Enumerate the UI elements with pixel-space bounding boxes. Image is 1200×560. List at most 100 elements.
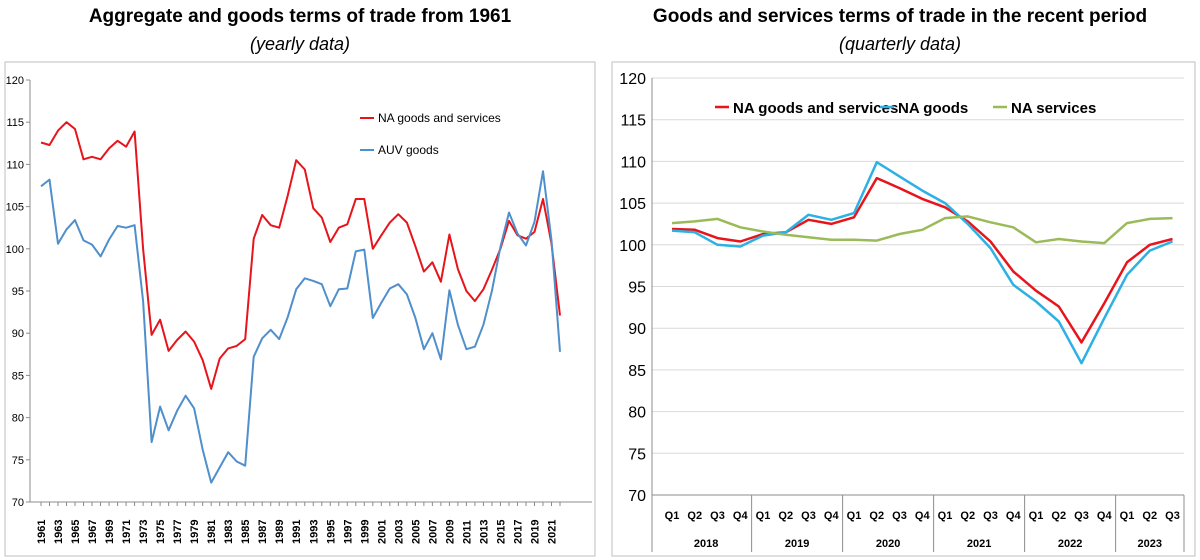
series-line bbox=[671, 215, 1173, 245]
x-tick-label: Q2 bbox=[687, 510, 702, 522]
x-tick-label: Q3 bbox=[892, 510, 907, 522]
x-tick-label: Q1 bbox=[847, 510, 862, 522]
x-tick-label: Q1 bbox=[1120, 510, 1135, 522]
x-tick-label: 2005 bbox=[410, 520, 422, 544]
y-tick-label: 110 bbox=[620, 154, 646, 171]
legend-label: NA goods bbox=[898, 100, 968, 117]
x-tick-label: Q1 bbox=[1029, 510, 1044, 522]
y-tick-label: 105 bbox=[619, 196, 646, 213]
y-tick-label: 85 bbox=[12, 370, 24, 382]
right-line-chart: 70 75 80 85 90 95 100 105 110 115 120 Q1 Q2 Q3 Q4 Q1 Q2 Q… bbox=[611, 61, 1196, 557]
x-tick-label: Q1 bbox=[665, 510, 680, 522]
x-tick-label: Q2 bbox=[1051, 510, 1066, 522]
legend-label: NA goods and services bbox=[733, 100, 898, 117]
x-tick-label: Q3 bbox=[1165, 510, 1180, 522]
y-tick-label: 75 bbox=[12, 455, 24, 467]
x-tick-label: 1997 bbox=[342, 520, 354, 544]
legend-label: NA goods and services bbox=[378, 111, 501, 125]
year-label: 2020 bbox=[876, 538, 900, 550]
x-tick-label: 1967 bbox=[87, 520, 99, 544]
series-line bbox=[671, 160, 1173, 365]
y-tick-label: 120 bbox=[619, 71, 646, 88]
x-tick-label: 1977 bbox=[172, 520, 184, 544]
x-tick-label: Q3 bbox=[983, 510, 998, 522]
x-tick-label: 1999 bbox=[359, 520, 371, 544]
x-tick-label: 2019 bbox=[529, 520, 541, 544]
right-chart-subtitle: (quarterly data) bbox=[838, 34, 962, 54]
x-tick-label: 2015 bbox=[495, 520, 507, 544]
y-tick-label: 80 bbox=[12, 413, 24, 425]
y-tick-label: 90 bbox=[628, 321, 646, 338]
x-tick-label: 1987 bbox=[257, 520, 269, 544]
x-tick-label: Q1 bbox=[938, 510, 953, 522]
x-tick-label: Q2 bbox=[1142, 510, 1157, 522]
x-tick-label: 1993 bbox=[308, 520, 320, 544]
x-tick-label: 1965 bbox=[70, 520, 82, 544]
x-tick-label: 1963 bbox=[53, 520, 65, 544]
x-tick-label: 2011 bbox=[461, 520, 473, 544]
y-tick-label: 85 bbox=[628, 363, 646, 380]
x-tick-label: 1971 bbox=[121, 520, 133, 544]
year-label: 2023 bbox=[1138, 538, 1162, 550]
x-tick-label: 1983 bbox=[223, 520, 235, 544]
x-tick-label: Q3 bbox=[710, 510, 725, 522]
x-tick-label: Q4 bbox=[1097, 510, 1113, 522]
y-tick-label: 80 bbox=[628, 405, 646, 422]
x-tick-label: Q2 bbox=[960, 510, 975, 522]
x-tick-label: 2001 bbox=[376, 520, 388, 544]
legend-label: NA services bbox=[1011, 100, 1096, 117]
x-tick-label: 1985 bbox=[240, 520, 252, 544]
year-label: 2019 bbox=[785, 538, 809, 550]
left-line-chart: 70 75 80 85 90 95 100 105 110 115 120 1961 1963 1965 1… bbox=[4, 61, 596, 557]
y-tick-label: 105 bbox=[6, 202, 24, 214]
y-tick-label: 100 bbox=[6, 244, 24, 256]
x-tick-label: 1961 bbox=[36, 520, 48, 544]
y-tick-label: 110 bbox=[6, 159, 24, 171]
x-tick-label: Q4 bbox=[1006, 510, 1022, 522]
series-line bbox=[40, 170, 561, 484]
legend-label: AUV goods bbox=[378, 143, 439, 157]
y-tick-label: 75 bbox=[628, 446, 646, 463]
x-tick-label: Q2 bbox=[869, 510, 884, 522]
y-tick-label: 95 bbox=[12, 286, 24, 298]
plot-frame bbox=[611, 61, 1196, 557]
y-tick-label: 70 bbox=[628, 488, 646, 505]
plot-frame bbox=[4, 61, 596, 557]
x-tick-label: 1981 bbox=[206, 520, 218, 544]
year-label: 2021 bbox=[967, 538, 991, 550]
left-chart-title: Aggregate and goods terms of trade from … bbox=[88, 6, 512, 27]
year-label: 2022 bbox=[1058, 538, 1082, 550]
y-tick-label: 115 bbox=[6, 117, 24, 129]
x-tick-label: Q4 bbox=[915, 510, 931, 522]
left-chart-subtitle: (yearly data) bbox=[249, 34, 351, 54]
x-tick-label: 1973 bbox=[138, 520, 150, 544]
year-label: 2018 bbox=[694, 538, 718, 550]
x-tick-label: 2003 bbox=[393, 520, 405, 544]
x-tick-label: 1995 bbox=[325, 520, 337, 544]
x-tick-label: 2017 bbox=[512, 520, 524, 544]
x-tick-label: 1975 bbox=[155, 520, 167, 544]
x-tick-label: Q3 bbox=[801, 510, 816, 522]
x-tick-label: 2007 bbox=[427, 520, 439, 544]
x-tick-label: 1991 bbox=[291, 520, 303, 544]
y-tick-label: 115 bbox=[620, 113, 646, 130]
y-tick-label: 100 bbox=[619, 238, 646, 255]
x-tick-label: Q3 bbox=[1074, 510, 1089, 522]
y-tick-label: 90 bbox=[12, 328, 24, 340]
x-tick-label: 2021 bbox=[546, 520, 558, 544]
x-tick-label: Q4 bbox=[733, 510, 749, 522]
x-tick-label: 1969 bbox=[104, 520, 116, 544]
x-tick-label: Q1 bbox=[756, 510, 771, 522]
series-line bbox=[40, 121, 561, 390]
series-line bbox=[671, 176, 1173, 344]
y-tick-label: 95 bbox=[628, 280, 646, 297]
x-tick-label: 2009 bbox=[444, 520, 456, 544]
x-tick-label: Q2 bbox=[778, 510, 793, 522]
y-tick-label: 120 bbox=[6, 75, 24, 87]
x-tick-label: 1979 bbox=[189, 520, 201, 544]
right-chart-title: Goods and services terms of trade in the… bbox=[652, 6, 1148, 27]
x-tick-label: 2013 bbox=[478, 520, 490, 544]
x-tick-label: 1989 bbox=[274, 520, 286, 544]
y-tick-label: 70 bbox=[12, 497, 24, 509]
x-tick-label: Q4 bbox=[824, 510, 840, 522]
